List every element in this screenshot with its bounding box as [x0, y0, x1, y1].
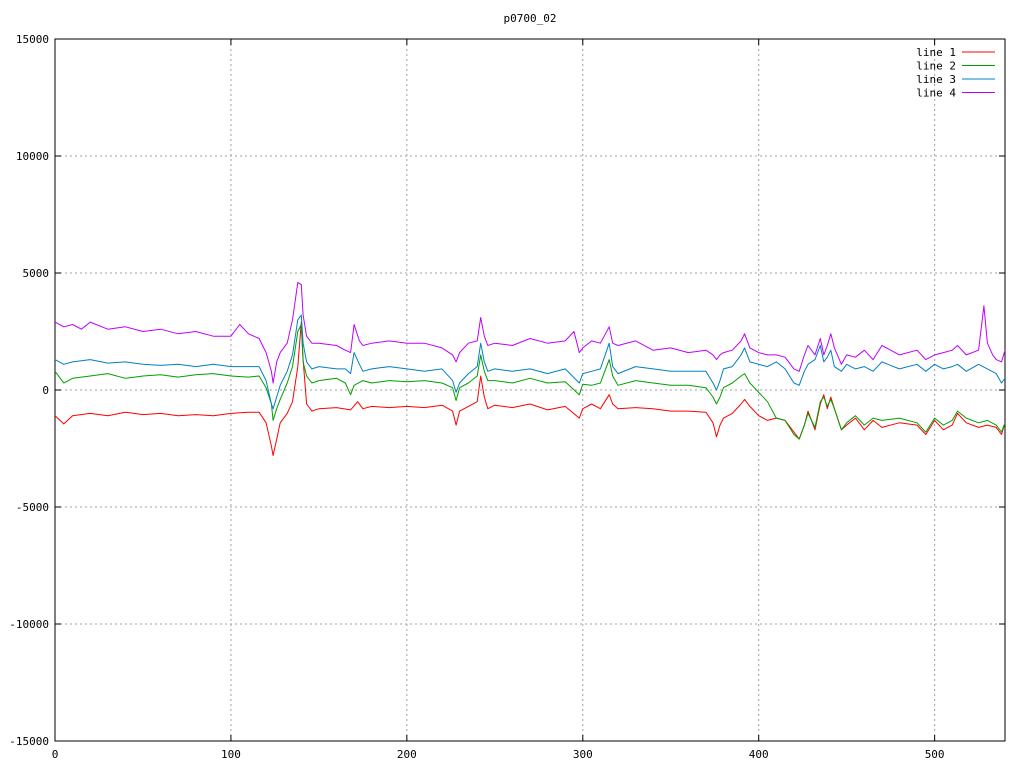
series-line-4: [54, 281, 1006, 384]
chart-title: p0700_02: [504, 12, 557, 25]
legend-label-3: line 3: [916, 73, 956, 86]
x-tick-label: 400: [749, 748, 769, 761]
x-tick-label: 200: [397, 748, 417, 761]
series-lines: [54, 281, 1006, 456]
y-tick-label: -5000: [16, 501, 49, 514]
chart-grid: [55, 39, 1005, 741]
x-tick-label: 300: [573, 748, 593, 761]
axis-ticks: -15000 -10000 -5000 0 5000 10000 15000 0 100 200 3…: [9, 33, 1005, 761]
y-tick-label: 0: [42, 384, 49, 397]
y-tick-label: -10000: [9, 618, 49, 631]
y-tick-label: 15000: [16, 33, 49, 46]
y-tick-label: 5000: [23, 267, 50, 280]
y-tick-label: -15000: [9, 735, 49, 748]
x-tick-label: 500: [925, 748, 945, 761]
x-tick-label: 100: [221, 748, 241, 761]
y-tick-label: 10000: [16, 150, 49, 163]
legend-label-4: line 4: [916, 87, 956, 100]
legend-label-2: line 2: [916, 60, 956, 73]
series-line-1: [54, 321, 1006, 456]
x-tick-label: 0: [52, 748, 59, 761]
series-line-3: [54, 314, 1006, 410]
legend-label-1: line 1: [916, 46, 956, 59]
series-line-2: [54, 324, 1006, 440]
